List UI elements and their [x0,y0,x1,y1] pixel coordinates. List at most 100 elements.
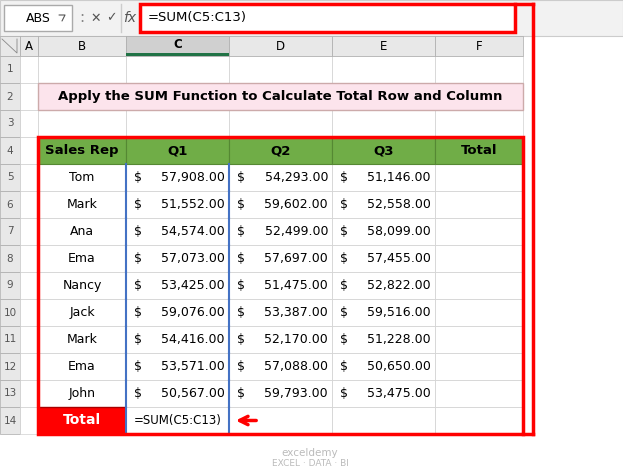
Bar [20,407,38,434]
Text: 53,571.00: 53,571.00 [161,360,225,373]
Bar [435,137,523,164]
Text: Ema: Ema [68,252,96,265]
Bar [229,36,332,56]
Text: 6: 6 [7,200,13,209]
Bar [435,164,523,191]
Bar [435,326,523,353]
Bar [126,299,229,326]
Bar [126,56,229,83]
Text: F: F [476,39,482,53]
Text: exceldemy: exceldemy [282,448,338,458]
Bar [126,326,229,353]
Text: $: $ [237,333,245,346]
Text: $: $ [237,252,245,265]
Text: $: $ [134,198,142,211]
Bar [126,137,229,164]
Bar [20,137,38,164]
Text: ✓: ✓ [106,11,117,25]
Bar [332,353,435,380]
Text: 52,170.00: 52,170.00 [264,333,328,346]
Bar [126,380,229,407]
Bar [435,326,523,353]
Bar [229,353,332,380]
Bar [229,272,332,299]
Bar [126,380,229,407]
Bar [435,245,523,272]
Bar [126,164,229,191]
Bar [126,53,229,56]
Bar [332,164,435,191]
Bar [229,299,332,326]
Bar [332,353,435,380]
Text: 51,552.00: 51,552.00 [161,198,225,211]
Bar [229,137,332,164]
Bar [0,83,20,110]
Text: 57,908.00: 57,908.00 [161,171,225,184]
Text: E: E [380,39,387,53]
Bar [126,83,229,110]
Bar [38,380,126,407]
Text: 57,073.00: 57,073.00 [161,252,225,265]
Text: $: $ [340,387,348,400]
Text: =SUM(C5:C13): =SUM(C5:C13) [133,414,221,427]
Bar [332,218,435,245]
Bar [38,137,126,164]
Bar [332,164,435,191]
Bar [38,299,126,326]
Bar [38,353,126,380]
Text: 2: 2 [7,92,13,102]
Bar [126,353,229,380]
Bar [126,191,229,218]
Text: 4: 4 [7,145,13,155]
Bar [0,299,20,326]
Text: $: $ [134,306,142,319]
Bar [0,272,20,299]
Text: $: $ [134,387,142,400]
Text: :: : [80,10,85,26]
Bar [38,83,126,110]
Text: 54,574.00: 54,574.00 [161,225,225,238]
Text: $: $ [134,360,142,373]
Bar [126,353,229,380]
Bar [0,326,20,353]
Bar [20,110,38,137]
Bar [38,164,126,191]
Bar [332,137,435,164]
Text: Apply the SUM Function to Calculate Total Row and Column: Apply the SUM Function to Calculate Tota… [59,90,503,103]
Text: ✕: ✕ [91,11,102,25]
Text: $: $ [340,198,348,211]
Text: 51,228.00: 51,228.00 [368,333,431,346]
Bar [126,110,229,137]
Text: $: $ [134,279,142,292]
Bar [229,164,332,191]
Text: 59,516.00: 59,516.00 [368,306,431,319]
Text: C: C [173,38,182,51]
Bar [229,110,332,137]
Text: 52,558.00: 52,558.00 [367,198,431,211]
Bar [0,218,20,245]
Bar [126,272,229,299]
Bar [229,245,332,272]
Text: Mark: Mark [67,198,97,211]
Bar [435,245,523,272]
Text: 59,076.00: 59,076.00 [161,306,225,319]
Bar [229,218,332,245]
Bar [435,218,523,245]
Text: 3: 3 [7,118,13,129]
Bar [20,380,38,407]
Text: EXCEL · DATA · BI: EXCEL · DATA · BI [272,459,348,468]
Bar [126,272,229,299]
Bar [126,407,229,434]
Bar [229,407,332,434]
Text: $: $ [134,171,142,184]
Bar [20,191,38,218]
Text: $: $ [237,279,245,292]
Bar [0,137,20,164]
Bar [0,407,20,434]
Bar [140,4,515,32]
Bar [126,245,229,272]
Bar [332,245,435,272]
Bar [229,380,332,407]
Bar [38,407,126,434]
Text: 14: 14 [3,416,17,426]
